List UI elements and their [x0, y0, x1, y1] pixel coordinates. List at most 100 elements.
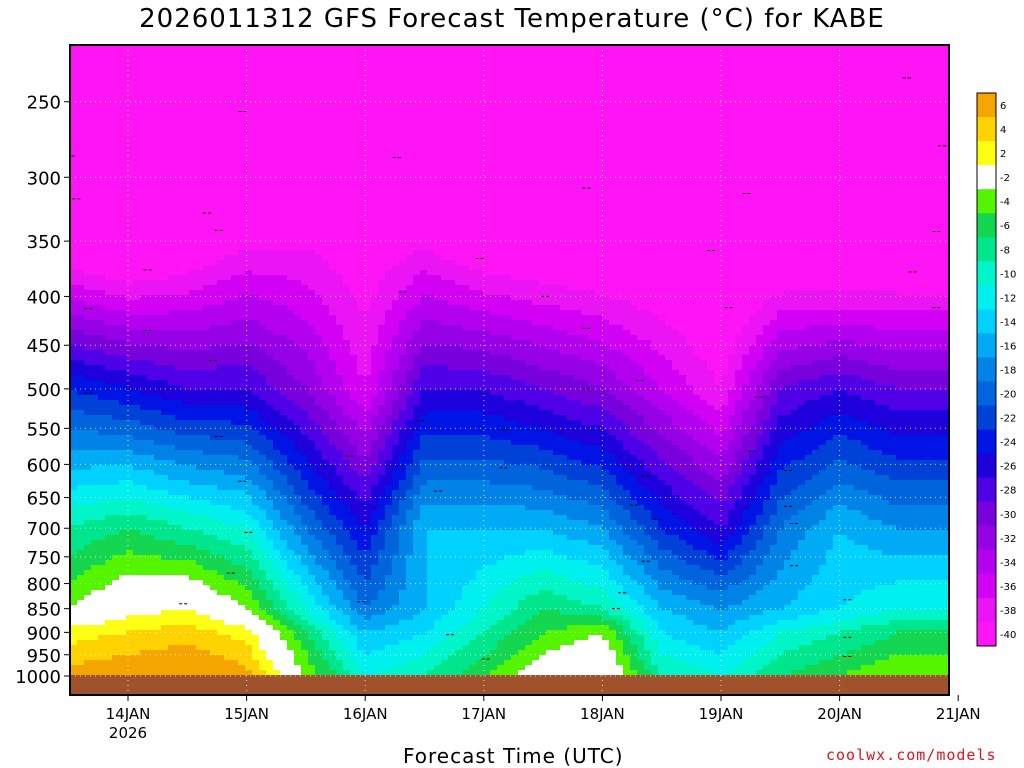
temperature-cell [77, 120, 85, 126]
temperature-cell [105, 355, 113, 361]
temperature-cell [217, 515, 225, 521]
temperature-cell [329, 335, 337, 341]
temperature-cell [77, 575, 85, 581]
temperature-cell [287, 260, 295, 266]
temperature-cell [196, 190, 204, 196]
temperature-cell [294, 325, 302, 331]
temperature-cell [203, 100, 211, 106]
temperature-cell [91, 655, 99, 661]
temperature-cell [315, 305, 323, 311]
temperature-cell [301, 105, 309, 111]
temperature-cell [238, 555, 246, 561]
temperature-cell [84, 540, 92, 546]
temperature-cell [84, 50, 92, 56]
temperature-cell [133, 255, 141, 261]
temperature-cell [266, 495, 274, 501]
temperature-cell [231, 325, 239, 331]
temperature-cell [329, 295, 337, 301]
temperature-cell [182, 105, 190, 111]
temperature-cell [203, 45, 211, 51]
temperature-cell [91, 445, 99, 451]
temperature-cell [224, 335, 232, 341]
temperature-cell [245, 635, 253, 641]
temperature-cell [196, 205, 204, 211]
temperature-cell [266, 80, 274, 86]
temperature-cell [133, 545, 141, 551]
temperature-cell [126, 670, 134, 676]
temperature-cell [161, 225, 169, 231]
temperature-cell [140, 245, 148, 251]
temperature-cell [161, 540, 169, 546]
temperature-cell [203, 490, 211, 496]
temperature-cell [70, 70, 78, 76]
temperature-cell [126, 455, 134, 461]
temperature-cell [301, 130, 309, 136]
temperature-cell [70, 205, 78, 211]
temperature-cell [322, 330, 330, 336]
temperature-cell [70, 545, 78, 551]
temperature-cell [329, 280, 337, 286]
temperature-cell [175, 190, 183, 196]
temperature-cell [231, 480, 239, 486]
temperature-cell [203, 245, 211, 251]
temperature-cell [308, 450, 316, 456]
temperature-cell [294, 50, 302, 56]
temperature-cell [112, 585, 120, 591]
temperature-cell [203, 645, 211, 651]
temperature-cell [210, 525, 218, 531]
temperature-cell [84, 45, 92, 51]
temperature-cell [189, 180, 197, 186]
temperature-cell [119, 510, 127, 516]
temperature-cell [308, 100, 316, 106]
temperature-cell [203, 135, 211, 141]
temperature-cell [280, 155, 288, 161]
temperature-cell [175, 300, 183, 306]
temperature-cell [217, 245, 225, 251]
temperature-cell [84, 60, 92, 66]
temperature-cell [175, 290, 183, 296]
temperature-cell [259, 370, 267, 376]
temperature-cell [84, 315, 92, 321]
temperature-cell [329, 485, 337, 491]
temperature-cell [231, 105, 239, 111]
temperature-cell [77, 175, 85, 181]
temperature-cell [231, 450, 239, 456]
temperature-cell [273, 205, 281, 211]
temperature-cell [98, 105, 106, 111]
temperature-cell [231, 545, 239, 551]
temperature-cell [140, 175, 148, 181]
temperature-cell [301, 525, 309, 531]
temperature-cell [238, 65, 246, 71]
temperature-cell [105, 410, 113, 416]
temperature-cell [252, 175, 260, 181]
temperature-cell [280, 240, 288, 246]
temperature-cell [210, 440, 218, 446]
temperature-cell [273, 560, 281, 566]
temperature-cell [322, 555, 330, 561]
temperature-cell [287, 210, 295, 216]
temperature-cell [329, 120, 337, 126]
temperature-cell [70, 550, 78, 556]
temperature-cell [105, 115, 113, 121]
temperature-cell [294, 490, 302, 496]
temperature-cell [203, 385, 211, 391]
temperature-cell [133, 315, 141, 321]
temperature-cell [259, 130, 267, 136]
temperature-cell [175, 105, 183, 111]
temperature-cell [231, 515, 239, 521]
temperature-cell [182, 270, 190, 276]
temperature-cell [84, 530, 92, 536]
temperature-cell [147, 410, 155, 416]
temperature-cell [112, 450, 120, 456]
temperature-cell [147, 515, 155, 521]
temperature-cell [224, 220, 232, 226]
temperature-cell [196, 405, 204, 411]
temperature-cell [147, 650, 155, 656]
temperature-cell [301, 335, 309, 341]
temperature-cell [77, 415, 85, 421]
temperature-cell [322, 370, 330, 376]
temperature-cell [245, 650, 253, 656]
temperature-cell [287, 400, 295, 406]
temperature-cell [112, 200, 120, 206]
temperature-cell [84, 575, 92, 581]
